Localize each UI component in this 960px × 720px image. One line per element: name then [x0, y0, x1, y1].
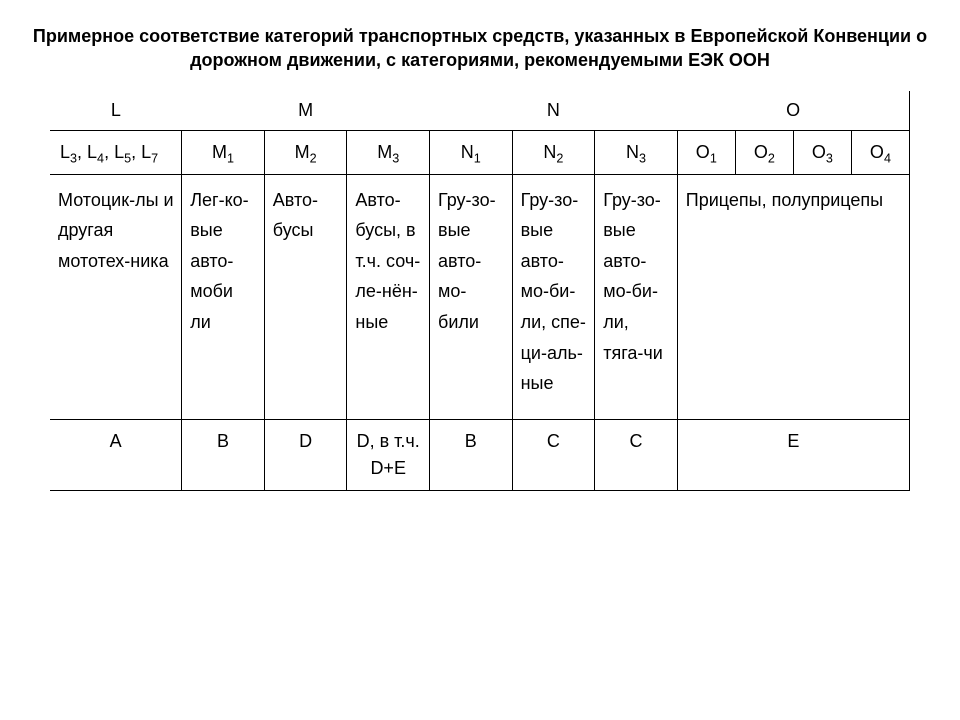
table-bottom-row: A B D D, в т.ч. D+E B C C E — [50, 419, 910, 490]
table-subheader-row: L3, L4, L5, L7 M1 M2 M3 N1 N2 N3 O1 O2 O… — [50, 130, 910, 174]
page: Примерное соответствие категорий транспо… — [0, 0, 960, 491]
sub-M2: M2 — [264, 130, 347, 174]
desc-M2: Авто-бусы — [264, 174, 347, 419]
bottom-N2: C — [512, 419, 595, 490]
sub-N1: N1 — [430, 130, 513, 174]
desc-N2: Гру-зо-вые авто-мо-би-ли, спе-ци-аль-ные — [512, 174, 595, 419]
desc-M3: Авто-бусы, в т.ч. соч-ле-нён-ные — [347, 174, 430, 419]
header-L: L — [50, 91, 182, 131]
bottom-M2: D — [264, 419, 347, 490]
sub-L: L3, L4, L5, L7 — [50, 130, 182, 174]
desc-L: Мотоцик-лы и другая мототех-ника — [50, 174, 182, 419]
table-header-row: L M N O — [50, 91, 910, 131]
bottom-O: E — [677, 419, 909, 490]
sub-O2: O2 — [735, 130, 793, 174]
sub-N3: N3 — [595, 130, 678, 174]
sub-O3: O3 — [793, 130, 851, 174]
sub-O1: O1 — [677, 130, 735, 174]
bottom-N1: B — [430, 419, 513, 490]
header-M: M — [182, 91, 430, 131]
header-O: O — [677, 91, 909, 131]
sub-M1: M1 — [182, 130, 265, 174]
desc-O: Прицепы, полуприцепы — [677, 174, 909, 419]
sub-O4: O4 — [851, 130, 909, 174]
desc-N1: Гру-зо-вые авто-мо-били — [430, 174, 513, 419]
table-desc-row: Мотоцик-лы и другая мототех-ника Лег-ко-… — [50, 174, 910, 419]
bottom-N3: C — [595, 419, 678, 490]
bottom-M1: B — [182, 419, 265, 490]
bottom-M3: D, в т.ч. D+E — [347, 419, 430, 490]
correspondence-table: L M N O L3, L4, L5, L7 M1 M2 M3 N1 N2 N3… — [50, 91, 910, 491]
header-N: N — [430, 91, 678, 131]
sub-N2: N2 — [512, 130, 595, 174]
desc-N3: Гру-зо-вые авто-мо-би-ли, тяга-чи — [595, 174, 678, 419]
desc-M1: Лег-ко-вые авто-моби ли — [182, 174, 265, 419]
sub-M3: M3 — [347, 130, 430, 174]
bottom-L: A — [50, 419, 182, 490]
page-title: Примерное соответствие категорий транспо… — [24, 24, 936, 73]
